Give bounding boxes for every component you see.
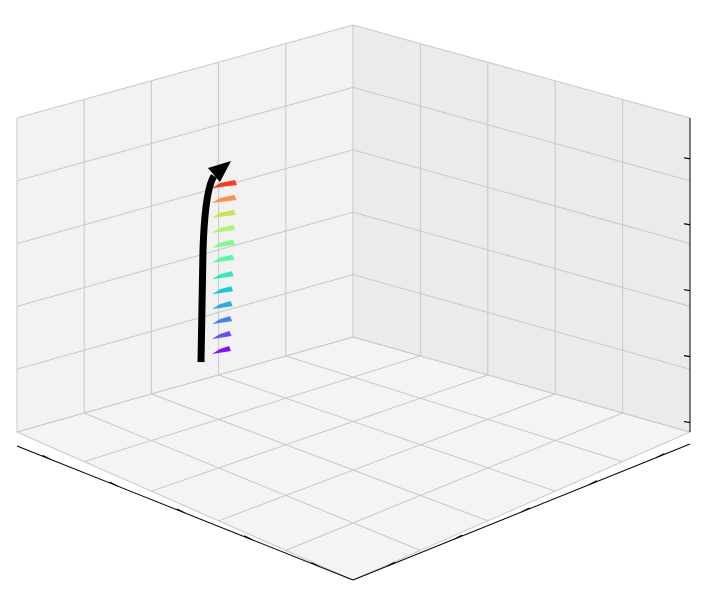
grid-line xyxy=(16,431,354,581)
data-point xyxy=(212,301,233,310)
grid-line xyxy=(352,24,691,119)
data-marks xyxy=(212,180,237,354)
z-tick xyxy=(683,355,691,358)
grid-line xyxy=(16,336,354,433)
trajectory-arrowhead xyxy=(208,161,231,182)
grid-line xyxy=(16,211,354,307)
x-tick xyxy=(176,508,186,514)
z-tick xyxy=(683,289,691,292)
grid-line xyxy=(218,393,556,522)
grid-line xyxy=(84,355,421,463)
z-tick xyxy=(683,420,691,424)
data-point xyxy=(212,271,234,280)
axes-panes xyxy=(17,25,690,580)
y-tick xyxy=(656,453,665,459)
data-point xyxy=(212,209,236,218)
y-tick xyxy=(453,534,463,540)
grid-line xyxy=(16,86,354,182)
grid-line xyxy=(16,274,354,370)
right-back-pane xyxy=(353,25,690,432)
grid-line xyxy=(352,431,691,581)
trajectory-line xyxy=(197,174,218,363)
data-point xyxy=(212,331,232,340)
grid-line xyxy=(285,412,623,551)
grid-line xyxy=(352,149,691,245)
axis-lines xyxy=(16,118,691,581)
grid-line xyxy=(352,336,691,433)
data-point xyxy=(212,346,231,354)
trajectory xyxy=(197,161,231,363)
x-tick xyxy=(109,481,119,487)
y-tick xyxy=(588,480,598,486)
grid-line xyxy=(352,274,691,370)
x-tick xyxy=(243,535,253,541)
grid-line xyxy=(16,149,354,245)
grid-line xyxy=(16,24,354,119)
grid-line xyxy=(352,86,691,182)
data-point xyxy=(212,194,237,203)
data-point xyxy=(212,286,234,295)
grid-line xyxy=(151,374,488,492)
floor-pane xyxy=(17,337,690,580)
data-point xyxy=(212,239,235,248)
x-tick xyxy=(311,562,320,568)
grid-line xyxy=(285,355,623,463)
left-back-pane xyxy=(17,25,353,432)
x-tick xyxy=(42,454,51,460)
grid-line xyxy=(151,393,488,522)
data-point xyxy=(212,316,233,325)
z-tick xyxy=(683,157,691,160)
z-tick xyxy=(683,223,691,226)
grid-line xyxy=(218,374,556,492)
y-tick xyxy=(521,507,530,513)
y-tick xyxy=(386,561,395,567)
grid-line xyxy=(84,412,421,551)
data-point xyxy=(212,254,235,263)
data-point xyxy=(212,224,236,233)
data-point xyxy=(212,180,237,188)
grid-line xyxy=(352,211,691,307)
